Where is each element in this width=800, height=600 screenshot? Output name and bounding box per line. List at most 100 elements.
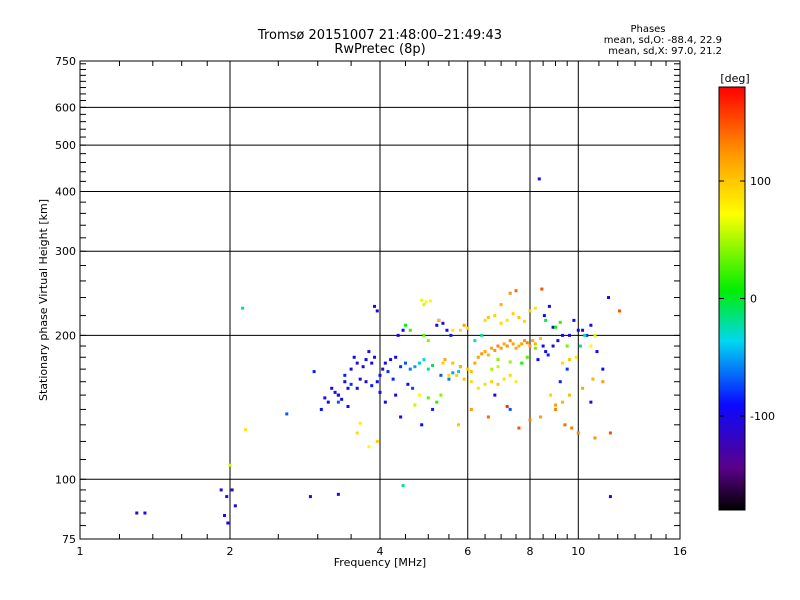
data-point-x — [608, 431, 612, 435]
data-point-x — [517, 344, 521, 348]
chart-title-line1: Tromsø 20151007 21:48:00–21:49:43 — [257, 28, 502, 43]
data-point-x — [549, 393, 553, 397]
data-point-o — [373, 304, 377, 308]
data-point-x — [493, 314, 497, 318]
data-point-o — [595, 350, 599, 354]
data-point-x — [496, 344, 500, 348]
data-point-x — [493, 348, 497, 352]
phase-stats-title: Phases — [630, 24, 665, 35]
data-point-o — [143, 511, 147, 515]
data-point-x — [469, 370, 473, 374]
data-point-x — [473, 339, 477, 343]
data-point-x — [358, 421, 362, 425]
data-point-o — [508, 407, 512, 411]
data-point-x — [525, 341, 529, 345]
x-tick-label: 10 — [571, 545, 585, 558]
plot-frame — [79, 60, 681, 540]
data-point-o — [420, 423, 424, 427]
data-point-o — [431, 407, 435, 411]
data-point-o — [408, 367, 412, 371]
phase-stats-x: mean, sd,X: 97.0, 21.2 — [608, 46, 722, 57]
x-tick-label: 1 — [77, 545, 84, 558]
data-point-x — [533, 306, 537, 310]
data-point-o — [422, 358, 426, 362]
data-point-o — [547, 304, 551, 308]
data-point-x — [561, 361, 565, 365]
data-point-x — [528, 344, 532, 348]
data-point-x — [539, 337, 543, 341]
data-point-x — [576, 431, 580, 435]
data-point-x — [505, 404, 509, 408]
data-point-x — [490, 346, 494, 350]
data-point-x — [563, 423, 567, 427]
data-point-x — [480, 352, 484, 356]
x-tick-label: 4 — [377, 545, 384, 558]
data-point-x — [455, 373, 459, 377]
data-point-o — [551, 344, 555, 348]
data-point-o — [589, 323, 593, 327]
data-point-o — [565, 367, 569, 371]
data-point-x — [483, 318, 487, 322]
data-point-o — [355, 361, 359, 365]
data-point-x — [589, 344, 593, 348]
data-point-o — [406, 382, 410, 386]
data-point-x — [544, 318, 548, 322]
data-point-o — [546, 353, 550, 357]
data-point-o — [370, 361, 374, 365]
data-point-x — [514, 289, 518, 293]
data-point-x — [422, 333, 426, 337]
y-tick-label: 300 — [55, 245, 76, 258]
y-tick-label: 75 — [62, 533, 76, 546]
data-point-o — [607, 296, 611, 300]
data-point-x — [508, 339, 512, 343]
data-point-x — [469, 407, 473, 411]
data-point-x — [558, 320, 562, 324]
data-point-o — [336, 492, 340, 496]
data-point-x — [375, 439, 379, 443]
colorbar-tick-label: 100 — [750, 175, 771, 188]
x-tick-label: 6 — [464, 545, 471, 558]
y-tick-label: 750 — [55, 55, 76, 68]
data-point-o — [219, 488, 223, 492]
data-point-x — [567, 393, 571, 397]
data-point-x — [508, 360, 512, 364]
data-point-x — [466, 326, 470, 330]
data-point-o — [364, 358, 368, 362]
data-point-o — [544, 350, 548, 354]
data-point-x — [486, 353, 490, 357]
data-point-o — [225, 495, 229, 499]
data-point-x — [451, 361, 455, 365]
data-point-x — [514, 346, 518, 350]
data-point-o — [323, 396, 327, 400]
data-point-x — [408, 328, 412, 332]
data-point-x — [508, 291, 512, 295]
data-point-x — [525, 355, 529, 359]
data-point-x — [601, 380, 605, 384]
data-point-o — [403, 361, 407, 365]
scatter-points — [135, 177, 622, 525]
data-point-o — [349, 382, 353, 386]
data-point-o — [346, 404, 350, 408]
data-point-x — [508, 373, 512, 377]
colorbar-tick-label: -100 — [750, 410, 775, 423]
x-tick-label: 16 — [673, 545, 687, 558]
y-axis-label: Stationary phase Virtual Height [km] — [37, 199, 50, 401]
data-point-x — [483, 350, 487, 354]
data-point-o — [601, 367, 605, 371]
data-point-x — [505, 318, 509, 322]
data-point-x — [528, 418, 532, 422]
data-point-o — [333, 390, 337, 394]
data-point-x — [618, 309, 622, 313]
data-point-x — [424, 300, 428, 304]
y-tick-label: 200 — [55, 329, 76, 342]
data-point-o — [401, 328, 405, 332]
data-point-x — [502, 342, 506, 346]
data-point-x — [417, 393, 421, 397]
data-point-x — [540, 287, 544, 291]
data-point-o — [439, 373, 443, 377]
data-point-o — [435, 323, 439, 327]
data-point-x — [426, 396, 430, 400]
data-point-o — [413, 365, 417, 369]
data-point-o — [576, 328, 580, 332]
